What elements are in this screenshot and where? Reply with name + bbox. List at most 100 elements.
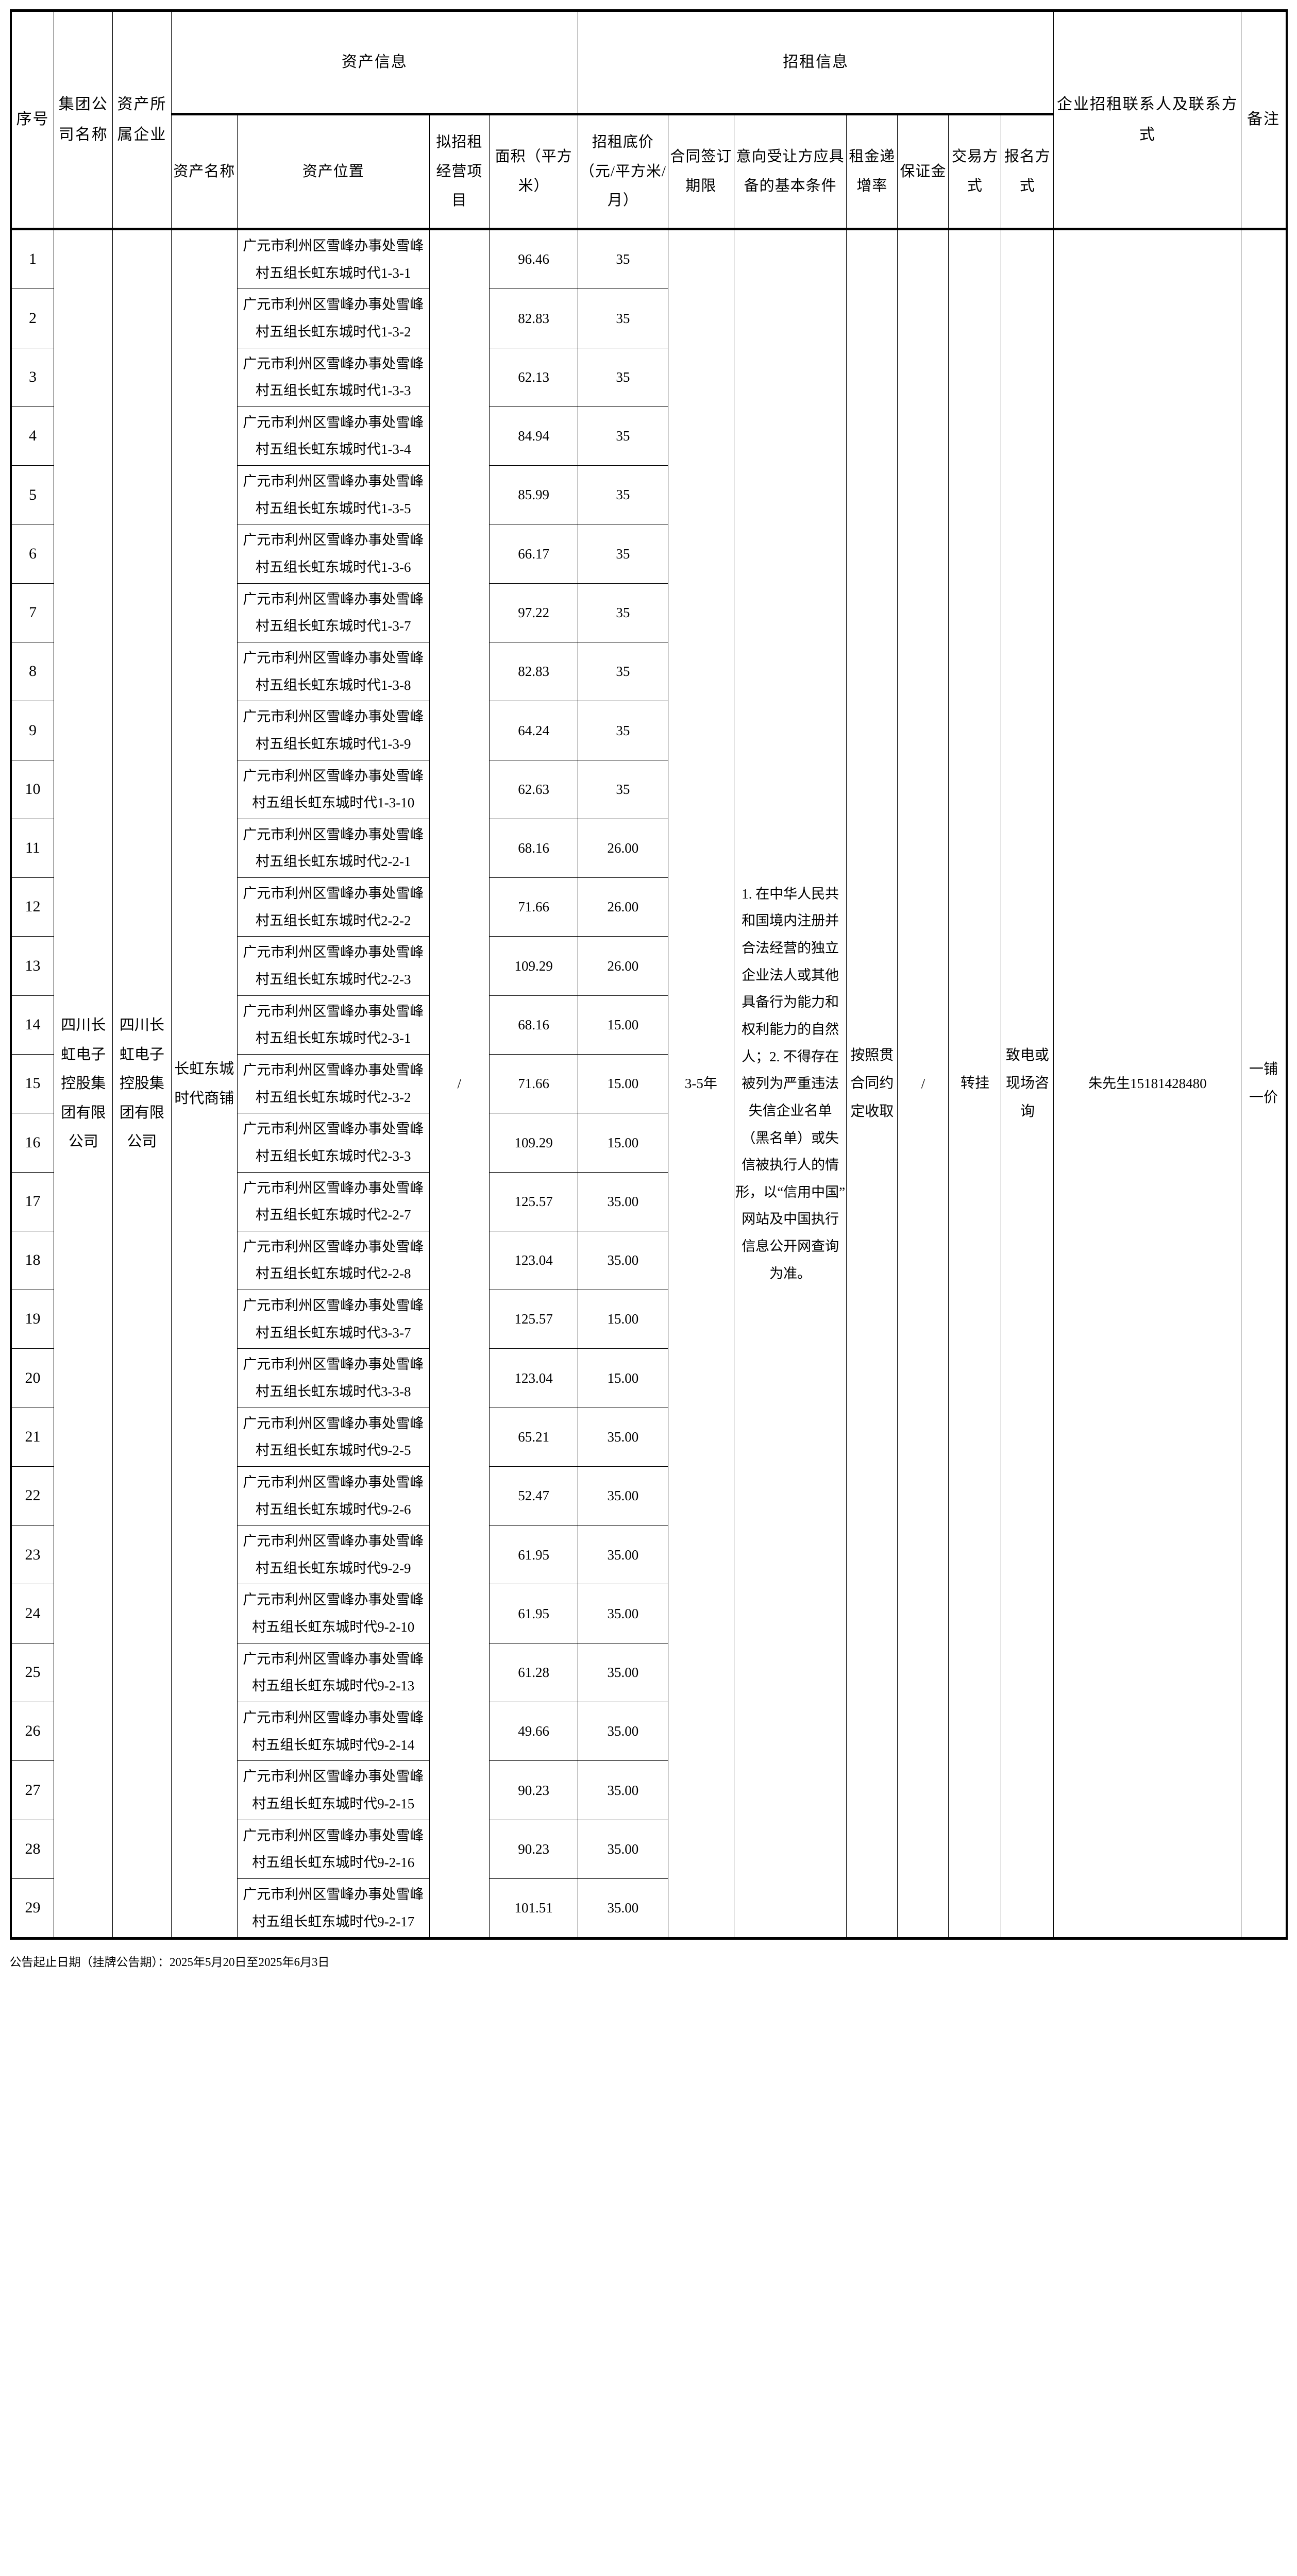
cell-area: 85.99 bbox=[489, 465, 579, 525]
cell-asset-location: 广元市利州区雪峰办事处雪峰村五组长虹东城时代2-3-2 bbox=[237, 1054, 430, 1114]
col-header-contact: 企业招租联系人及联系方式 bbox=[1053, 10, 1242, 230]
cell-asset-location: 广元市利州区雪峰办事处雪峰村五组长虹东城时代1-3-3 bbox=[237, 347, 430, 407]
cell-base-price: 26.00 bbox=[578, 877, 668, 937]
table-header: 序号 集团公司名称 资产所属企业 资产信息 招租信息 企业招租联系人及联系方式 … bbox=[10, 10, 1287, 230]
cell-area: 64.24 bbox=[489, 701, 579, 760]
cell-asset-location: 广元市利州区雪峰办事处雪峰村五组长虹东城时代1-3-7 bbox=[237, 583, 430, 642]
cell-area: 82.83 bbox=[489, 641, 579, 702]
cell-asset-location: 广元市利州区雪峰办事处雪峰村五组长虹东城时代1-3-10 bbox=[237, 759, 430, 819]
row-serial: 23 bbox=[10, 1525, 55, 1585]
table-row: 6 广元市利州区雪峰办事处雪峰村五组长虹东城时代1-3-6 66.17 35 bbox=[10, 524, 1287, 584]
cell-base-price: 15.00 bbox=[578, 1290, 668, 1349]
cell-base-price: 35.00 bbox=[578, 1584, 668, 1643]
cell-asset-location: 广元市利州区雪峰办事处雪峰村五组长虹东城时代9-2-17 bbox=[237, 1878, 430, 1939]
cell-asset-name: 长虹东城时代商铺 bbox=[171, 228, 238, 1939]
cell-asset-location: 广元市利州区雪峰办事处雪峰村五组长虹东城时代1-3-9 bbox=[237, 701, 430, 760]
table-row: 29 广元市利州区雪峰办事处雪峰村五组长虹东城时代9-2-17 101.51 35.0… bbox=[10, 1878, 1287, 1939]
table-row: 4 广元市利州区雪峰办事处雪峰村五组长虹东城时代1-3-4 84.94 35 bbox=[10, 406, 1287, 466]
col-header-conditions: 意向受让方应具备的基本条件 bbox=[733, 114, 847, 230]
row-serial: 11 bbox=[10, 818, 55, 878]
asset-leasing-announcement-page: 序号 集团公司名称 资产所属企业 资产信息 招租信息 企业招租联系人及联系方式 … bbox=[9, 9, 1288, 1969]
footer-note: 公告起止日期（挂牌公告期）：2025年5月20日至2025年6月3日 bbox=[9, 1956, 330, 1969]
cell-base-price: 35 bbox=[578, 759, 668, 819]
table-row: 22 广元市利州区雪峰办事处雪峰村五组长虹东城时代9-2-6 52.47 35.00 bbox=[10, 1466, 1287, 1526]
cell-asset-location: 广元市利州区雪峰办事处雪峰村五组长虹东城时代1-3-1 bbox=[237, 228, 430, 290]
row-serial: 10 bbox=[10, 759, 55, 819]
cell-asset-location: 广元市利州区雪峰办事处雪峰村五组长虹东城时代1-3-6 bbox=[237, 524, 430, 584]
cell-asset-location: 广元市利州区雪峰办事处雪峰村五组长虹东城时代1-3-5 bbox=[237, 465, 430, 525]
col-header-owner-company: 资产所属企业 bbox=[112, 10, 172, 230]
cell-asset-location: 广元市利州区雪峰办事处雪峰村五组长虹东城时代2-2-7 bbox=[237, 1172, 430, 1231]
row-serial: 29 bbox=[10, 1878, 55, 1939]
col-header-lease-project: 拟招租经营项目 bbox=[429, 114, 490, 230]
cell-deposit: / bbox=[897, 228, 949, 1939]
cell-area: 96.46 bbox=[489, 228, 579, 290]
cell-area: 82.83 bbox=[489, 289, 579, 348]
table-row: 5 广元市利州区雪峰办事处雪峰村五组长虹东城时代1-3-5 85.99 35 bbox=[10, 465, 1287, 525]
cell-area: 123.04 bbox=[489, 1348, 579, 1408]
col-header-group-company: 集团公司名称 bbox=[54, 10, 113, 230]
table-row: 9 广元市利州区雪峰办事处雪峰村五组长虹东城时代1-3-9 64.24 35 bbox=[10, 701, 1287, 760]
table-body: 1 四川长虹电子控股集团有限公司 四川长虹电子控股集团有限公司 长虹东城时代商铺 广元市… bbox=[10, 228, 1287, 1939]
cell-asset-location: 广元市利州区雪峰办事处雪峰村五组长虹东城时代9-2-13 bbox=[237, 1642, 430, 1703]
cell-base-price: 35 bbox=[578, 228, 668, 290]
col-header-asset-name: 资产名称 bbox=[171, 114, 238, 230]
cell-area: 101.51 bbox=[489, 1878, 579, 1939]
row-serial: 18 bbox=[10, 1230, 55, 1291]
cell-asset-location: 广元市利州区雪峰办事处雪峰村五组长虹东城时代9-2-14 bbox=[237, 1702, 430, 1761]
cell-base-price: 35 bbox=[578, 583, 668, 642]
cell-area: 90.23 bbox=[489, 1760, 579, 1820]
group-header-asset-info: 资产信息 bbox=[171, 10, 579, 115]
row-serial: 6 bbox=[10, 524, 55, 584]
cell-asset-location: 广元市利州区雪峰办事处雪峰村五组长虹东城时代1-3-4 bbox=[237, 406, 430, 466]
table-row: 18 广元市利州区雪峰办事处雪峰村五组长虹东城时代2-2-8 123.04 35.00 bbox=[10, 1230, 1287, 1291]
row-serial: 13 bbox=[10, 936, 55, 996]
cell-area: 71.66 bbox=[489, 1054, 579, 1114]
row-serial: 9 bbox=[10, 701, 55, 760]
cell-base-price: 35 bbox=[578, 347, 668, 407]
cell-base-price: 35.00 bbox=[578, 1760, 668, 1820]
row-serial: 16 bbox=[10, 1113, 55, 1173]
row-serial: 24 bbox=[10, 1584, 55, 1643]
row-serial: 22 bbox=[10, 1466, 55, 1526]
cell-area: 109.29 bbox=[489, 1113, 579, 1173]
table-row: 13 广元市利州区雪峰办事处雪峰村五组长虹东城时代2-2-3 109.29 26.00 bbox=[10, 936, 1287, 996]
table-row: 2 广元市利州区雪峰办事处雪峰村五组长虹东城时代1-3-2 82.83 35 bbox=[10, 289, 1287, 348]
cell-asset-location: 广元市利州区雪峰办事处雪峰村五组长虹东城时代9-2-10 bbox=[237, 1584, 430, 1643]
cell-base-price: 35 bbox=[578, 701, 668, 760]
row-serial: 1 bbox=[10, 228, 55, 290]
cell-area: 61.95 bbox=[489, 1525, 579, 1585]
header-sub-row: 资产名称 资产位置 拟招租经营项目 面积（平方米） 招租底价（元/平方米/月） … bbox=[11, 114, 1287, 230]
row-serial: 15 bbox=[10, 1054, 55, 1114]
cell-base-price: 35.00 bbox=[578, 1702, 668, 1761]
row-serial: 17 bbox=[10, 1172, 55, 1231]
cell-area: 62.13 bbox=[489, 347, 579, 407]
cell-contract-term: 3-5年 bbox=[667, 228, 734, 1939]
col-header-remark: 备注 bbox=[1241, 10, 1287, 230]
cell-base-price: 35.00 bbox=[578, 1407, 668, 1467]
cell-base-price: 35 bbox=[578, 524, 668, 584]
cell-base-price: 35 bbox=[578, 641, 668, 702]
cell-area: 68.16 bbox=[489, 995, 579, 1055]
table-row: 16 广元市利州区雪峰办事处雪峰村五组长虹东城时代2-3-3 109.29 15.00 bbox=[10, 1113, 1287, 1173]
cell-base-price: 35.00 bbox=[578, 1819, 668, 1879]
cell-lease-project: / bbox=[429, 228, 490, 1939]
cell-asset-location: 广元市利州区雪峰办事处雪峰村五组长虹东城时代2-3-1 bbox=[237, 995, 430, 1055]
cell-base-price: 35.00 bbox=[578, 1230, 668, 1291]
cell-area: 84.94 bbox=[489, 406, 579, 466]
asset-leasing-table: 序号 集团公司名称 资产所属企业 资产信息 招租信息 企业招租联系人及联系方式 … bbox=[9, 9, 1288, 1940]
row-serial: 21 bbox=[10, 1407, 55, 1467]
table-row: 25 广元市利州区雪峰办事处雪峰村五组长虹东城时代9-2-13 61.28 35.00 bbox=[10, 1642, 1287, 1703]
table-row: 7 广元市利州区雪峰办事处雪峰村五组长虹东城时代1-3-7 97.22 35 bbox=[10, 583, 1287, 642]
cell-asset-location: 广元市利州区雪峰办事处雪峰村五组长虹东城时代2-2-2 bbox=[237, 877, 430, 937]
table-row: 1 四川长虹电子控股集团有限公司 四川长虹电子控股集团有限公司 长虹东城时代商铺 广元市… bbox=[10, 228, 1287, 1939]
cell-asset-location: 广元市利州区雪峰办事处雪峰村五组长虹东城时代3-3-7 bbox=[237, 1290, 430, 1349]
table-row: 26 广元市利州区雪峰办事处雪峰村五组长虹东城时代9-2-14 49.66 35.00 bbox=[10, 1702, 1287, 1761]
col-header-area: 面积（平方米） bbox=[489, 114, 579, 230]
cell-base-price: 26.00 bbox=[578, 818, 668, 878]
table-row: 14 广元市利州区雪峰办事处雪峰村五组长虹东城时代2-3-1 68.16 15.00 bbox=[10, 995, 1287, 1055]
cell-base-price: 15.00 bbox=[578, 1054, 668, 1114]
cell-asset-location: 广元市利州区雪峰办事处雪峰村五组长虹东城时代9-2-9 bbox=[237, 1525, 430, 1585]
col-header-trade-method: 交易方式 bbox=[948, 114, 1002, 230]
col-header-asset-location: 资产位置 bbox=[237, 114, 430, 230]
